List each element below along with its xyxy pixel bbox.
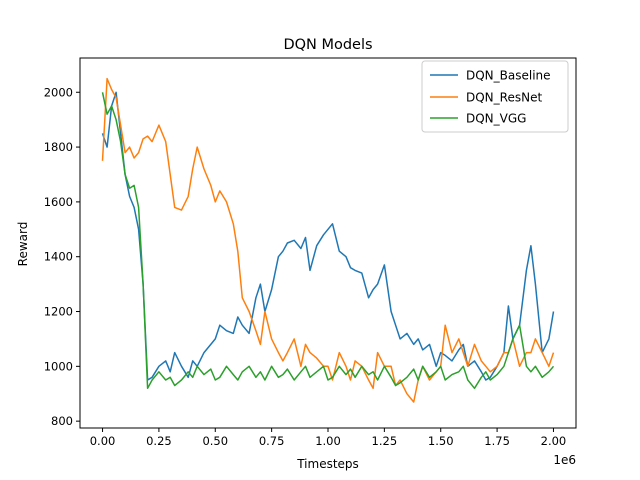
x-tick-label: 1.25 xyxy=(372,434,398,448)
x-tick-label: 1.00 xyxy=(315,434,341,448)
chart-title: DQN Models xyxy=(283,37,372,53)
x-tick-label: 2.00 xyxy=(541,434,567,448)
x-tick-label: 0.25 xyxy=(146,434,172,448)
x-axis-ticks: 0.00 0.25 0.50 0.75 1.00 1.25 1.50 1.75 2.00 xyxy=(90,428,567,448)
y-axis-ticks: 800 1000 1200 1400 1600 1800 2000 xyxy=(44,85,80,428)
legend: DQN_Baseline DQN_ResNet DQN_VGG xyxy=(421,60,569,133)
y-tick-label: 800 xyxy=(51,414,73,428)
x-tick-label: 1.50 xyxy=(428,434,454,448)
x-axis-offset-label: 1e6 xyxy=(553,453,576,467)
series-line-vgg xyxy=(101,92,555,390)
series-layer xyxy=(101,77,555,403)
legend-label-baseline: DQN_Baseline xyxy=(466,69,551,83)
y-tick-label: 2000 xyxy=(44,85,73,99)
x-axis-label: Timesteps xyxy=(296,457,359,471)
y-axis-label: Reward xyxy=(16,222,30,267)
legend-label-vgg: DQN_VGG xyxy=(466,112,526,126)
legend-box xyxy=(421,60,569,133)
series-line-baseline xyxy=(101,91,555,381)
y-tick-label: 1400 xyxy=(44,250,73,264)
x-tick-label: 0.75 xyxy=(259,434,285,448)
legend-label-resnet: DQN_ResNet xyxy=(466,91,542,105)
y-tick-label: 1600 xyxy=(44,195,73,209)
x-tick-label: 1.75 xyxy=(484,434,510,448)
x-tick-label: 0.00 xyxy=(90,434,116,448)
y-tick-label: 1800 xyxy=(44,140,73,154)
x-tick-label: 0.50 xyxy=(202,434,228,448)
y-tick-label: 1000 xyxy=(44,359,73,373)
y-tick-label: 1200 xyxy=(44,305,73,319)
